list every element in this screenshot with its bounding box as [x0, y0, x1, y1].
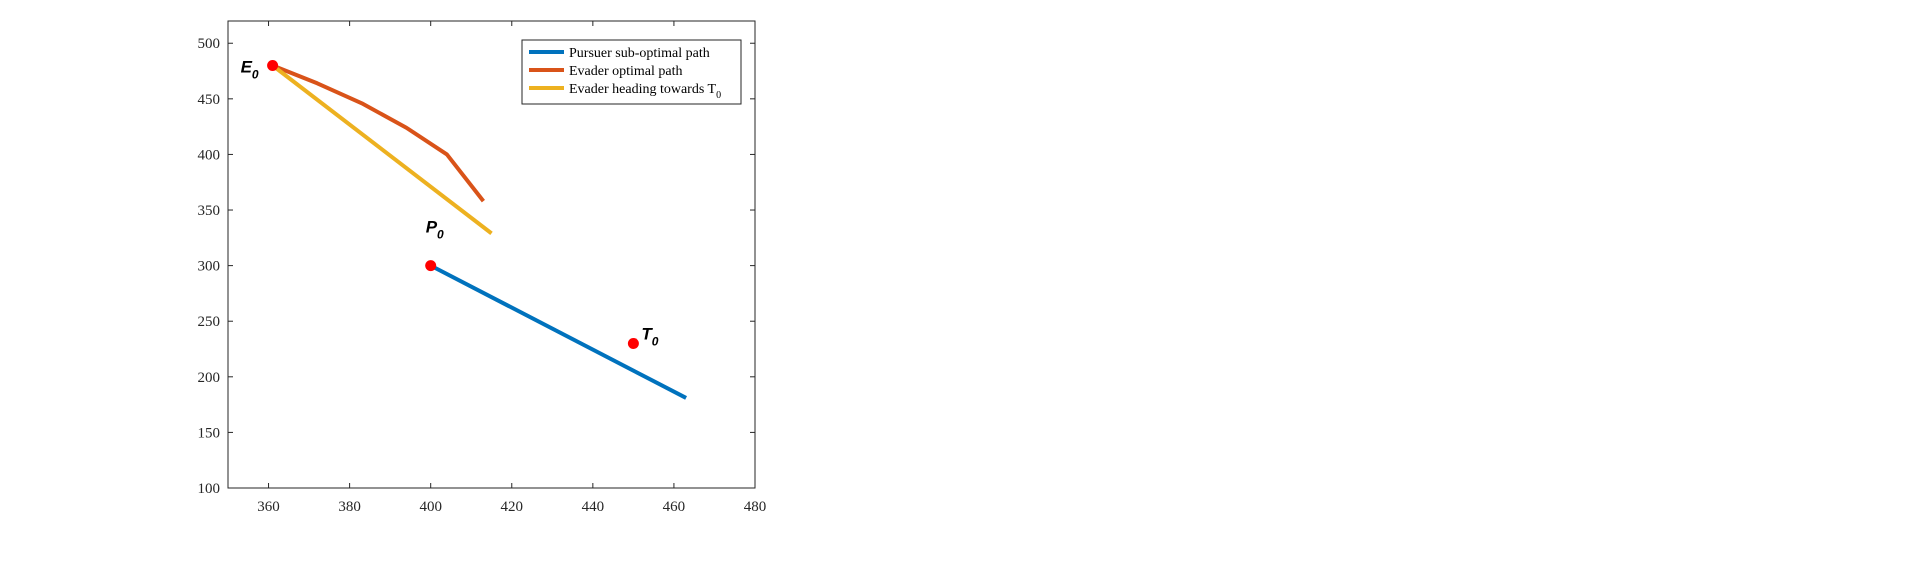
legend: Pursuer sub-optimal path Evader optimal p…: [521, 39, 742, 105]
point-t0: [627, 337, 639, 349]
y-tick-label: 200: [198, 370, 221, 386]
y-tick-label: 150: [198, 425, 221, 441]
x-tick-label: 460: [663, 499, 686, 515]
y-tick-label: 100: [198, 481, 221, 497]
series-line-2: [271, 63, 485, 203]
y-tick-label: 300: [198, 259, 221, 275]
series-line-1: [429, 263, 688, 400]
legend-label-2: Evader optimal path: [569, 64, 683, 79]
point-p0: [425, 260, 437, 272]
x-tick-label: 380: [338, 499, 361, 515]
axes-box: [227, 20, 756, 489]
point-label: P0: [426, 218, 444, 242]
legend-label-3: Evader heading towards T0: [569, 82, 721, 101]
x-tick-label: 360: [257, 499, 280, 515]
y-tick-label: 250: [198, 314, 221, 330]
y-tick-label: 350: [198, 203, 221, 219]
x-tick-label: 420: [501, 499, 524, 515]
point-label: T0: [641, 324, 658, 348]
point-e0: [267, 59, 279, 71]
x-tick-label: 440: [582, 499, 605, 515]
y-tick-label: 450: [198, 92, 221, 108]
x-tick-label: 400: [419, 499, 442, 515]
plot-area: 360 380 400 420 440 460 480 100 150 200 250 300 350 4…: [198, 20, 767, 515]
point-label: E0: [241, 57, 259, 81]
y-tick-label: 400: [198, 147, 221, 163]
series-line-3: [271, 63, 493, 235]
y-tick-label: 500: [198, 36, 221, 52]
legend-label-1: Pursuer sub-optimal path: [569, 46, 710, 61]
x-tick-label: 480: [744, 499, 767, 515]
